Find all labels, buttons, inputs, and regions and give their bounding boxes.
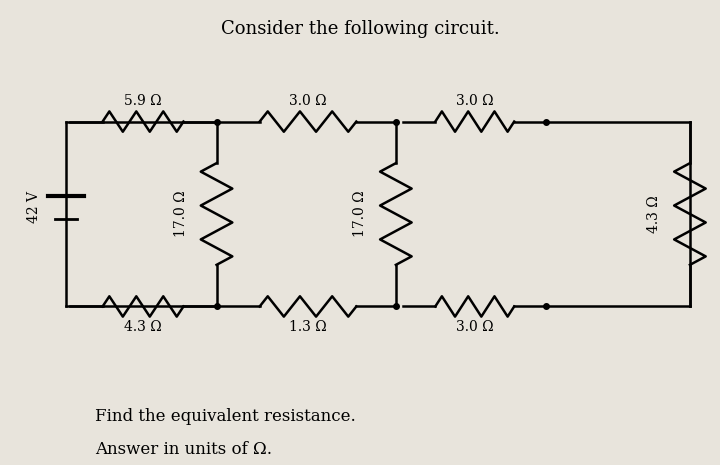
Text: 3.0 Ω: 3.0 Ω xyxy=(289,94,327,108)
Text: 3.0 Ω: 3.0 Ω xyxy=(456,94,494,108)
Text: 5.9 Ω: 5.9 Ω xyxy=(125,94,162,108)
Text: Consider the following circuit.: Consider the following circuit. xyxy=(220,20,500,38)
Text: 3.0 Ω: 3.0 Ω xyxy=(456,320,494,334)
Text: 4.3 Ω: 4.3 Ω xyxy=(124,320,162,334)
Text: 1.3 Ω: 1.3 Ω xyxy=(289,320,327,334)
Text: 17.0 Ω: 17.0 Ω xyxy=(174,191,188,237)
Text: 42 V: 42 V xyxy=(27,191,40,223)
Text: Find the equivalent resistance.: Find the equivalent resistance. xyxy=(94,408,356,425)
Text: 4.3 Ω: 4.3 Ω xyxy=(647,195,661,233)
Text: 17.0 Ω: 17.0 Ω xyxy=(353,191,367,237)
Text: Answer in units of Ω.: Answer in units of Ω. xyxy=(94,440,271,458)
